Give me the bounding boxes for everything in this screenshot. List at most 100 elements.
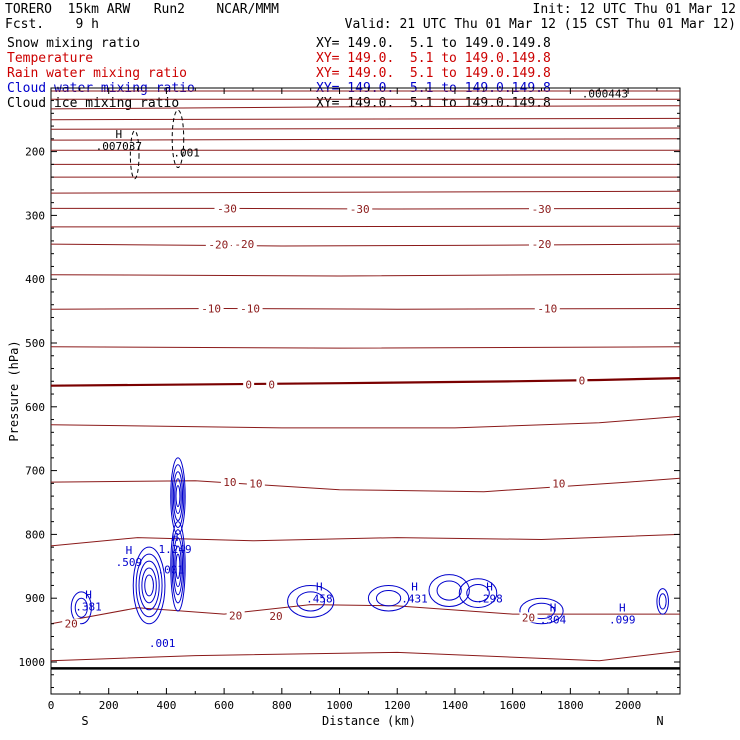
- legend-temperature: Temperature: [7, 51, 94, 66]
- extremum-value-7: .001: [149, 637, 176, 650]
- isotherm-label-bg-11: [576, 375, 588, 386]
- cloud-water-contour-9-0: [656, 588, 669, 615]
- cloud-water-contour-7-0: [458, 578, 498, 608]
- y-tick-label-0: 200: [25, 146, 45, 159]
- isotherm-label-bg-6: [198, 303, 224, 314]
- isotherm-label-bg-1: [347, 204, 373, 215]
- extremum-value-8: .458: [306, 592, 333, 605]
- isotherm-label-bg-4: [231, 239, 257, 250]
- cloud-water-contour-5-0: [367, 584, 410, 612]
- isotherm--10: [50, 307, 681, 310]
- isotherm-label-15: 20: [65, 618, 78, 631]
- legend-snow-xy: XY= 149.0. 5.1 to 149.0.149.8: [316, 36, 551, 51]
- x-tick-label-2: 400: [156, 699, 176, 712]
- extremum-value-4: .001: [157, 564, 184, 577]
- isotherm-10: [50, 477, 681, 493]
- legend-rain-water: Rain water mixing ratio: [7, 66, 188, 81]
- cloud-water-contour-8-1: [528, 602, 555, 620]
- extremum-value-9: .431: [401, 592, 428, 605]
- y-tick-label-8: 1000: [19, 656, 46, 669]
- x-end-label-south: S: [81, 714, 88, 728]
- extremum-value-0: .007037: [96, 140, 142, 153]
- isotherm-label-bg-2: [529, 204, 555, 215]
- isotherm-20: [50, 604, 680, 625]
- isotherm-label-16: 20: [229, 609, 242, 622]
- isotherm--20: [50, 243, 681, 247]
- cloud-water-contour-1-0: [170, 521, 186, 612]
- isotherm-label-bg-9: [243, 379, 255, 390]
- isotherm-label-bg-14: [549, 478, 568, 489]
- forecast-hour: Fcst. 9 h: [5, 17, 99, 32]
- cloud-water-contour-9-1: [658, 593, 667, 610]
- legend-snow: Snow mixing ratio: [7, 36, 141, 51]
- cloud-water-contour-0-3: [174, 478, 182, 515]
- x-tick-label-9: 1800: [557, 699, 584, 712]
- cloud-water-contour-1-4: [175, 553, 181, 579]
- isotherm-label-8: -10: [537, 303, 557, 316]
- isotherm-label-6: -10: [201, 303, 221, 316]
- cloud-water-contour-4-0: [287, 584, 335, 618]
- isotherm-label-bg-10: [266, 379, 278, 390]
- isotherm-label-bg-7: [237, 303, 263, 314]
- extremum-mark-10: H: [486, 580, 493, 593]
- extremum-mark-9: H: [411, 580, 418, 593]
- x-tick-label-1: 200: [99, 699, 119, 712]
- isotherm--15: [50, 273, 681, 277]
- isotherm-label-17: 20: [269, 610, 282, 623]
- isotherm--50: [50, 105, 681, 110]
- extremum-mark-5: H: [126, 544, 133, 557]
- extremum-value-1: .001: [173, 146, 200, 159]
- isotherm-15: [50, 533, 681, 547]
- extremum-value-10: .298: [476, 592, 503, 605]
- isotherm-label-7: -10: [240, 303, 260, 316]
- plot-frame: [50, 87, 681, 695]
- cloud-water-contour-3-0: [70, 591, 92, 625]
- isotherm-label-2: -30: [532, 203, 552, 216]
- cloud-water-contour-1-2: [172, 537, 184, 596]
- y-tick-label-3: 500: [25, 337, 45, 350]
- isotherm-label-bg-12: [220, 477, 239, 488]
- y-tick-label-2: 400: [25, 273, 45, 286]
- cloud-water-contour-2-2: [138, 560, 160, 611]
- legend-cloud-ice: Cloud ice mixing ratio: [7, 96, 180, 111]
- extremum-value-2: .000443: [582, 88, 628, 101]
- cloud-water-contour-0-4: [175, 485, 181, 508]
- y-axis-label: Pressure (hPa): [7, 340, 21, 441]
- y-tick-label-6: 800: [25, 528, 45, 541]
- x-tick-label-6: 1200: [384, 699, 411, 712]
- extremum-value-11: .304: [540, 613, 567, 626]
- isotherm--46: [50, 127, 681, 130]
- cloud-water-contour-2-3: [141, 567, 157, 604]
- axes: 0 200 400 600 800 1000 1200 1400 1600 1800 2000200…: [19, 88, 680, 712]
- y-tick-label-7: 900: [25, 592, 45, 605]
- cloud-ice-cell-1: [171, 109, 185, 169]
- cloud-water-contour-6-0: [428, 574, 470, 607]
- x-tick-label-10: 2000: [615, 699, 642, 712]
- isotherm-label-bg-16: [226, 610, 245, 621]
- isotherm-label-bg-3: [205, 239, 231, 250]
- extremum-value-5: .509: [116, 556, 143, 569]
- extremum-mark-0: H: [115, 128, 122, 141]
- cloud-ice-contours: [129, 109, 185, 180]
- isotherm-5: [50, 415, 681, 429]
- x-tick-label-3: 600: [214, 699, 234, 712]
- isotherm-label-bg-13: [246, 478, 265, 489]
- isotherm-label-bg-17: [267, 611, 286, 622]
- isotherm-label-18: 20: [522, 611, 535, 624]
- isotherm--36: [50, 190, 681, 194]
- legend-rain-water-xy: XY= 149.0. 5.1 to 149.0.149.8: [316, 66, 551, 81]
- isotherm-label-11: 0: [579, 375, 586, 388]
- contour-labels: -30 -30 -30 -20 -20 -20 -10 -10 -10 0 0 0 10 10 10 20 20…: [62, 88, 636, 650]
- extremum-value-12: .099: [609, 613, 636, 626]
- cloud-water-contour-7-1: [466, 583, 490, 603]
- cloud-water-contour-6-1: [436, 580, 462, 601]
- legend-cloud-water: Cloud water mixing ratio: [7, 81, 195, 96]
- y-tick-label-1: 300: [25, 209, 45, 222]
- isotherm-label-9: 0: [245, 378, 252, 391]
- cloud-water-contour-0-2: [172, 471, 184, 521]
- isotherm--25: [50, 225, 681, 228]
- isotherm-label-4: -20: [234, 238, 254, 251]
- isotherm-label-13: 10: [249, 477, 262, 490]
- extremum-mark-12: H: [619, 601, 626, 614]
